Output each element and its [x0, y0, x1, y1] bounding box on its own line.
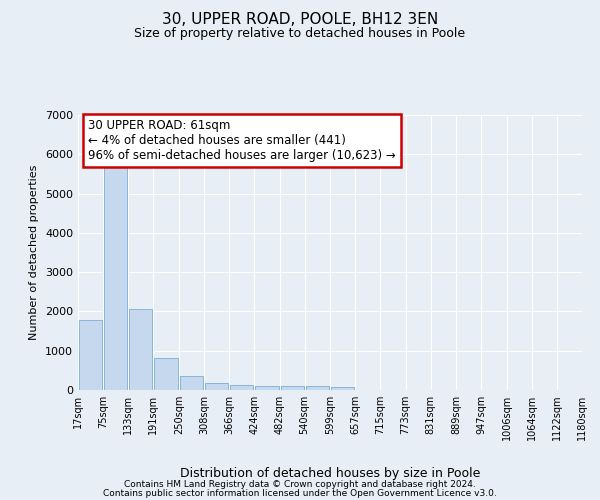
Text: Size of property relative to detached houses in Poole: Size of property relative to detached ho… — [134, 28, 466, 40]
Text: Distribution of detached houses by size in Poole: Distribution of detached houses by size … — [180, 467, 480, 480]
Bar — [331, 387, 355, 390]
Text: 30 UPPER ROAD: 61sqm
← 4% of detached houses are smaller (441)
96% of semi-detac: 30 UPPER ROAD: 61sqm ← 4% of detached ho… — [88, 119, 396, 162]
Text: Contains HM Land Registry data © Crown copyright and database right 2024.: Contains HM Land Registry data © Crown c… — [124, 480, 476, 489]
Bar — [205, 382, 228, 390]
Y-axis label: Number of detached properties: Number of detached properties — [29, 165, 40, 340]
Bar — [79, 320, 102, 390]
Text: Contains public sector information licensed under the Open Government Licence v3: Contains public sector information licen… — [103, 488, 497, 498]
Text: 30, UPPER ROAD, POOLE, BH12 3EN: 30, UPPER ROAD, POOLE, BH12 3EN — [162, 12, 438, 28]
Bar — [154, 358, 178, 390]
Bar — [305, 386, 329, 390]
Bar — [129, 309, 152, 390]
Bar — [104, 162, 127, 390]
Bar — [281, 386, 304, 390]
Bar — [230, 385, 253, 390]
Bar — [256, 386, 278, 390]
Bar — [180, 376, 203, 390]
